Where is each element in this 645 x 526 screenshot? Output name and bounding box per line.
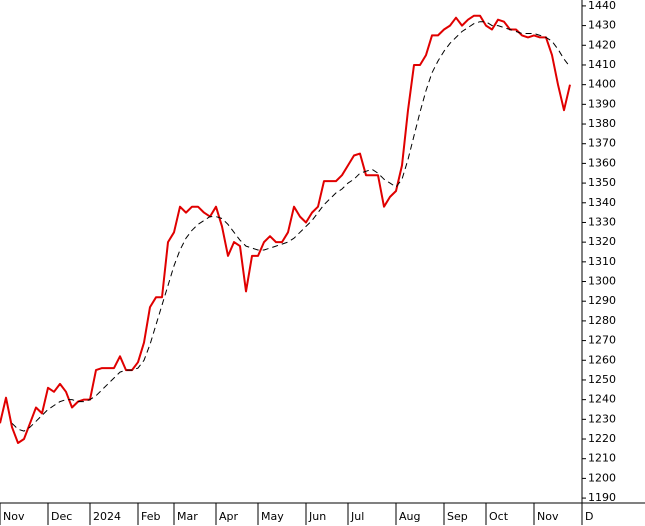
y-tick-label: 1290 <box>588 294 616 307</box>
x-tick-label: Oct <box>489 510 509 523</box>
y-tick-label: 1230 <box>588 412 616 425</box>
y-tick-label: 1410 <box>588 58 616 71</box>
y-tick-label: 1350 <box>588 176 616 189</box>
y-tick-label: 1270 <box>588 334 616 347</box>
x-tick-label: Jul <box>350 510 364 523</box>
x-tick-label: 2024 <box>93 510 121 523</box>
x-tick-label: Aug <box>399 510 420 523</box>
x-tick-label: Feb <box>141 510 160 523</box>
x-tick-label: Nov <box>3 510 25 523</box>
y-tick-label: 1360 <box>588 156 616 169</box>
y-tick-label: 1330 <box>588 215 616 228</box>
x-tick-label: Dec <box>51 510 72 523</box>
y-tick-label: 1440 <box>588 0 616 12</box>
y-tick-label: 1220 <box>588 432 616 445</box>
y-tick-label: 1280 <box>588 314 616 327</box>
y-tick-label: 1300 <box>588 275 616 288</box>
y-tick-label: 1340 <box>588 196 616 209</box>
y-tick-label: 1200 <box>588 471 616 484</box>
y-tick-label: 1260 <box>588 353 616 366</box>
x-tick-label: Sep <box>447 510 468 523</box>
y-tick-label: 1190 <box>588 491 616 504</box>
y-tick-label: 1370 <box>588 137 616 150</box>
y-tick-label: 1430 <box>588 19 616 32</box>
y-tick-label: 1320 <box>588 235 616 248</box>
x-tick-label: Apr <box>219 510 239 523</box>
y-tick-label: 1420 <box>588 38 616 51</box>
y-tick-label: 1390 <box>588 97 616 110</box>
x-tick-label: Nov <box>537 510 559 523</box>
y-tick-label: 1310 <box>588 255 616 268</box>
y-tick-label: 1380 <box>588 117 616 130</box>
x-tick-label: Jun <box>308 510 326 523</box>
y-tick-label: 1250 <box>588 373 616 386</box>
price-line <box>0 14 571 444</box>
price-line <box>11 21 571 432</box>
y-tick-label: 1400 <box>588 78 616 91</box>
y-tick-label: 1240 <box>588 393 616 406</box>
x-tick-label: May <box>261 510 284 523</box>
x-tick-label: D <box>585 510 593 523</box>
y-tick-label: 1210 <box>588 452 616 465</box>
x-tick-label: Mar <box>177 510 198 523</box>
